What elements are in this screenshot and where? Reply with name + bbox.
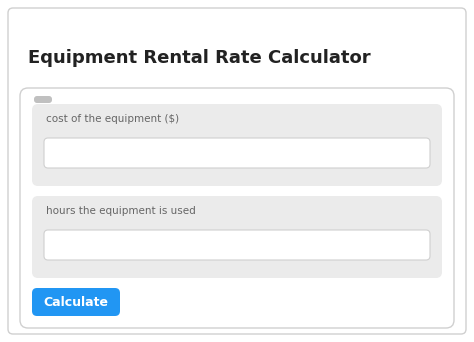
FancyBboxPatch shape bbox=[32, 288, 120, 316]
Text: cost of the equipment ($): cost of the equipment ($) bbox=[46, 114, 179, 124]
Text: Calculate: Calculate bbox=[44, 295, 109, 308]
Text: Equipment Rental Rate Calculator: Equipment Rental Rate Calculator bbox=[28, 49, 371, 67]
FancyBboxPatch shape bbox=[34, 96, 52, 103]
FancyBboxPatch shape bbox=[44, 138, 430, 168]
FancyBboxPatch shape bbox=[32, 104, 442, 186]
FancyBboxPatch shape bbox=[8, 8, 466, 334]
FancyBboxPatch shape bbox=[44, 230, 430, 260]
FancyBboxPatch shape bbox=[20, 88, 454, 328]
FancyBboxPatch shape bbox=[32, 196, 442, 278]
Text: hours the equipment is used: hours the equipment is used bbox=[46, 206, 196, 216]
